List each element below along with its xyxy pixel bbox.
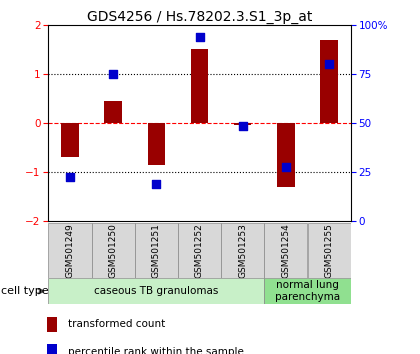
Point — [196, 34, 203, 40]
Point — [110, 71, 116, 77]
Bar — [320, 40, 338, 123]
Bar — [148, 123, 165, 165]
Bar — [47, 316, 57, 332]
Text: GSM501253: GSM501253 — [238, 223, 247, 278]
Bar — [92, 223, 135, 278]
Bar — [48, 278, 264, 304]
Text: cell type: cell type — [1, 286, 49, 296]
Text: transformed count: transformed count — [68, 319, 165, 330]
Point — [66, 174, 73, 180]
Bar — [47, 344, 57, 354]
Bar — [277, 123, 294, 187]
Bar — [221, 223, 264, 278]
Bar — [178, 223, 221, 278]
Bar — [135, 223, 178, 278]
Text: GSM501251: GSM501251 — [152, 223, 161, 278]
Text: GSM501254: GSM501254 — [281, 223, 290, 278]
Text: GSM501249: GSM501249 — [66, 223, 74, 278]
Text: percentile rank within the sample: percentile rank within the sample — [68, 347, 244, 354]
Title: GDS4256 / Hs.78202.3.S1_3p_at: GDS4256 / Hs.78202.3.S1_3p_at — [87, 10, 312, 24]
Point — [153, 182, 160, 187]
Point — [283, 164, 289, 170]
Text: caseous TB granulomas: caseous TB granulomas — [94, 286, 218, 296]
Text: GSM501255: GSM501255 — [325, 223, 333, 278]
Bar — [105, 101, 122, 123]
Bar — [264, 278, 351, 304]
Bar — [61, 123, 79, 158]
Point — [326, 61, 333, 67]
Bar — [48, 223, 92, 278]
Bar — [264, 223, 307, 278]
Text: normal lung
parenchyma: normal lung parenchyma — [275, 280, 340, 302]
Point — [239, 124, 246, 129]
Bar — [234, 123, 251, 125]
Bar — [191, 49, 208, 123]
Text: GSM501252: GSM501252 — [195, 223, 204, 278]
Bar — [307, 223, 351, 278]
Text: GSM501250: GSM501250 — [109, 223, 118, 278]
